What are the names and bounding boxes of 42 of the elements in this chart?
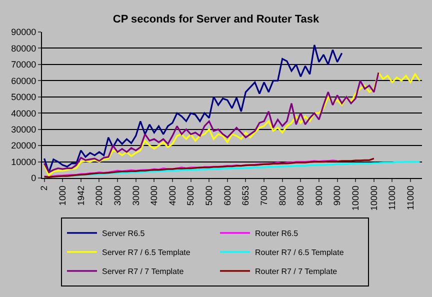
x-tick-label: 3000	[130, 186, 141, 206]
line-series	[43, 160, 338, 178]
x-tick-label: 11000	[405, 186, 416, 210]
x-tick-label: 5000	[204, 186, 214, 206]
y-tick-label: 0	[31, 173, 36, 184]
legend-label: Router R6.5	[255, 229, 299, 238]
y-tick-label: 40000	[11, 108, 36, 118]
chart-title: CP seconds for Server and Router Task	[112, 14, 320, 26]
y-tick-label: 70000	[11, 60, 36, 70]
x-tick-label: 8000	[296, 186, 306, 206]
x-tick-label: 7000	[258, 186, 269, 206]
x-tick-label: 10000	[350, 186, 361, 211]
legend-label: Router R7 / 6.5 Template	[255, 248, 344, 258]
y-tick-label: 10000	[11, 156, 36, 167]
y-tick-label: 80000	[11, 43, 36, 54]
legend-label: Server R7 / 7 Template	[102, 267, 184, 276]
x-tick-label: 8000	[277, 186, 288, 206]
x-tick-label: 3000	[112, 186, 122, 206]
y-tick-label: 90000	[11, 27, 36, 38]
x-tick-label: 1942	[76, 186, 86, 206]
legend-label: Router R7 / 7 Template	[255, 267, 338, 276]
x-tick-label: 4000	[167, 186, 178, 206]
line-series	[43, 44, 343, 174]
x-tick-label: 6000	[222, 186, 232, 206]
x-tick-label: 5000	[186, 186, 196, 206]
x-tick-label: 9000	[314, 186, 324, 206]
line-series	[43, 160, 421, 178]
y-tick-label: 20000	[11, 140, 36, 151]
line-series	[43, 158, 375, 178]
y-tick-label: 30000	[11, 124, 36, 134]
x-tick-label: 10000	[368, 186, 379, 211]
x-tick-label: 4000	[149, 186, 160, 206]
legend-label: Server R6.5	[102, 229, 146, 238]
x-tick-label: 1000	[58, 186, 68, 206]
x-tick-label: 2000	[94, 186, 104, 206]
x-tick-label: 6653	[240, 186, 251, 206]
y-tick-label: 50000	[11, 92, 36, 102]
x-tick-label: 2	[39, 186, 50, 191]
x-tick-label: 11000	[387, 186, 398, 210]
y-tick-label: 60000	[11, 76, 36, 86]
x-tick-label: 9000	[332, 186, 342, 206]
legend-label: Server R7 / 6.5 Template	[102, 248, 191, 258]
